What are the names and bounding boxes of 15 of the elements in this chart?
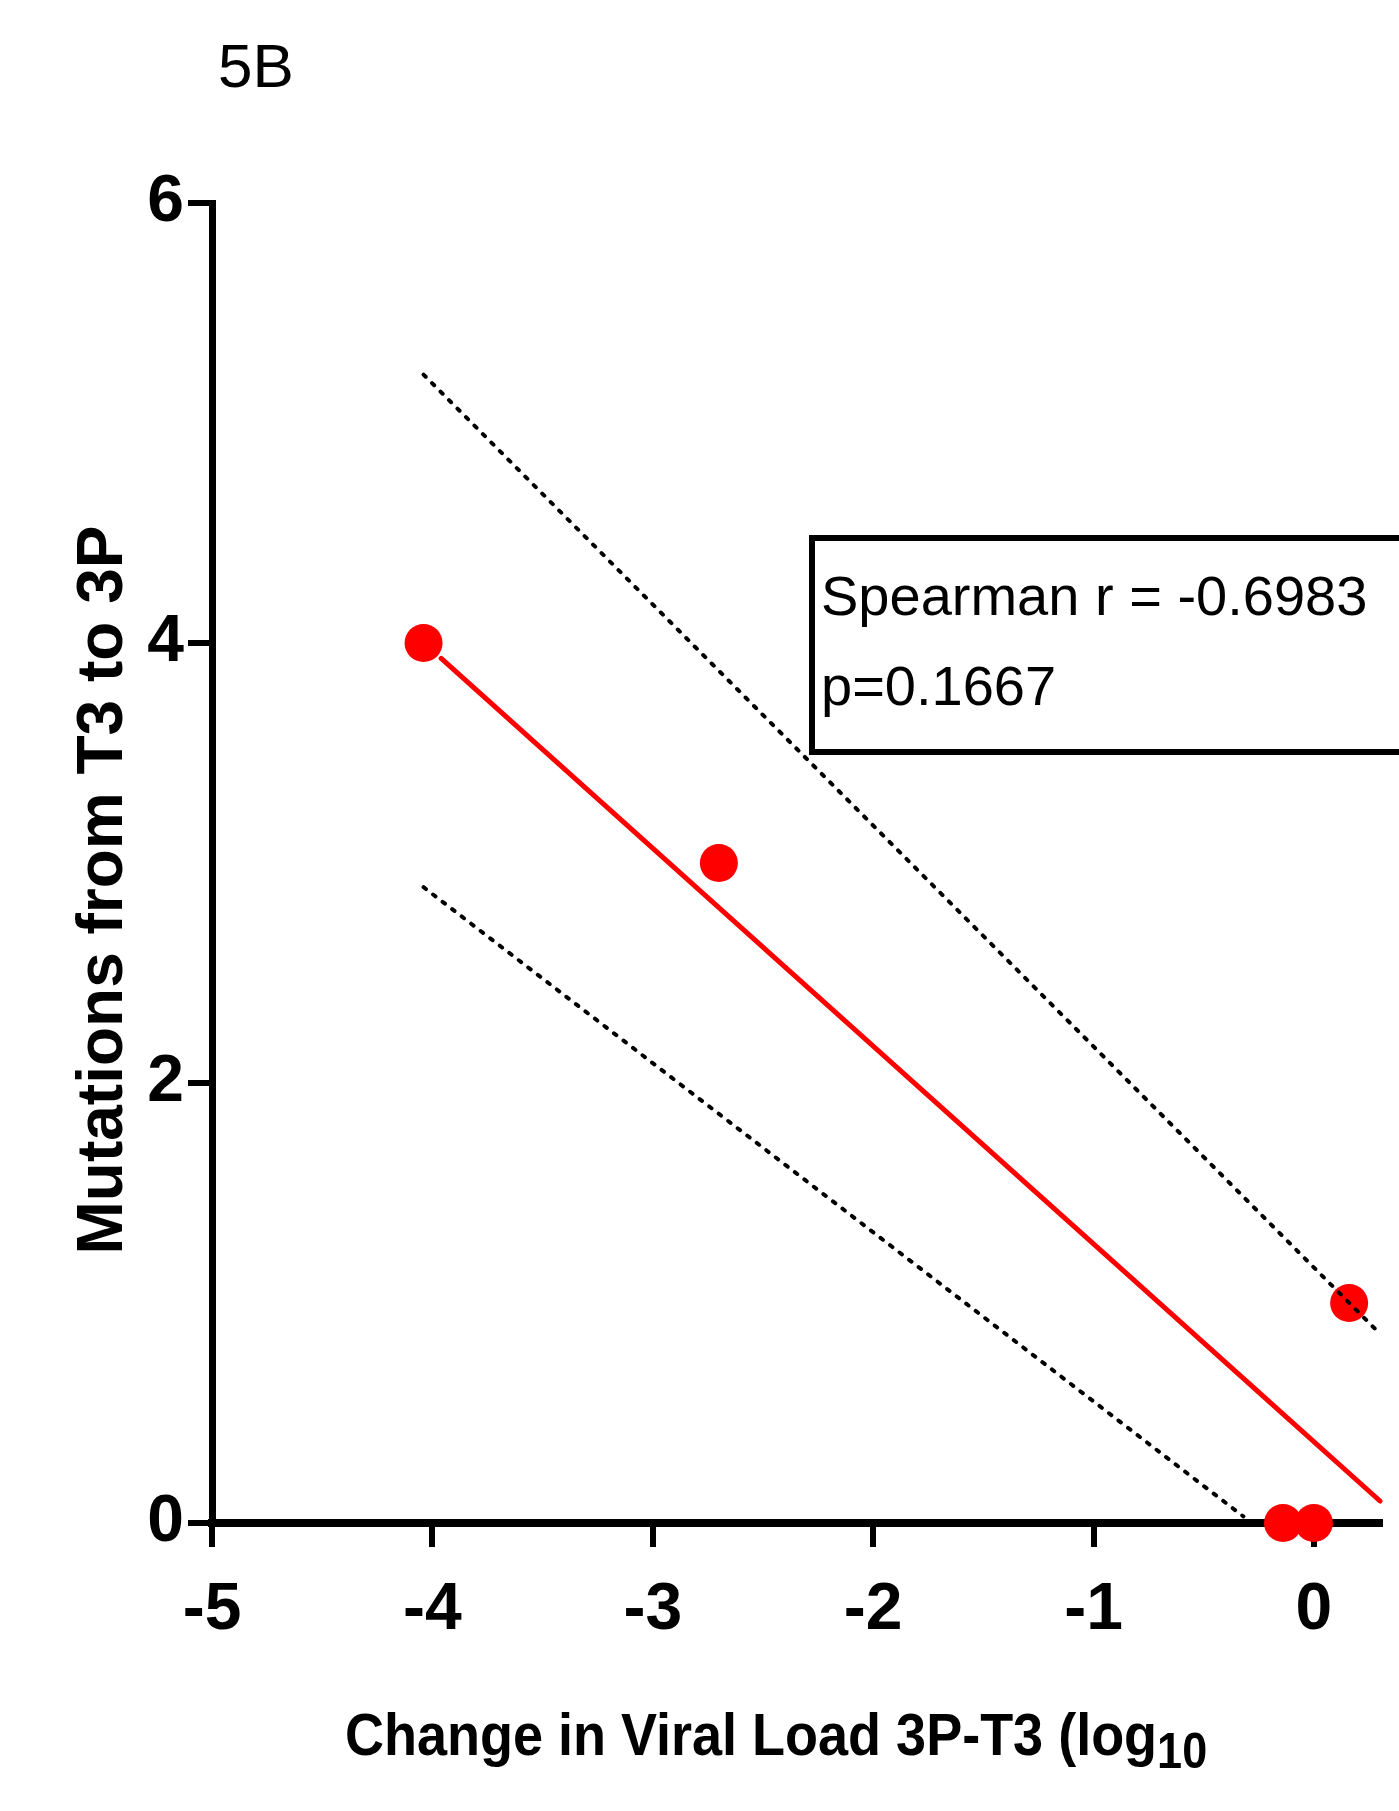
- x-tick-label: -2: [843, 1568, 903, 1643]
- y-tick-label: 0: [147, 1481, 184, 1556]
- x-axis-title: Change in Viral Load 3P-T3 (log$_{10}$: [345, 1700, 1208, 1780]
- annotation: Spearman r = -0.6983: [821, 563, 1369, 629]
- chart-title: 5B: [218, 30, 294, 101]
- x-tick-label: -4: [403, 1568, 463, 1643]
- y-axis-title: Mutations from T3 to 3P: [63, 525, 137, 1255]
- annotation: p=0.1667: [821, 653, 1058, 719]
- y-tick-label: 6: [147, 161, 184, 236]
- x-tick-label: -5: [182, 1568, 242, 1643]
- x-tick-label: -3: [623, 1568, 683, 1643]
- x-tick-label: -1: [1064, 1568, 1123, 1643]
- x-tick-label: 0: [1295, 1568, 1333, 1643]
- y-tick-label: 2: [147, 1041, 184, 1116]
- y-tick-label: 4: [147, 601, 185, 676]
